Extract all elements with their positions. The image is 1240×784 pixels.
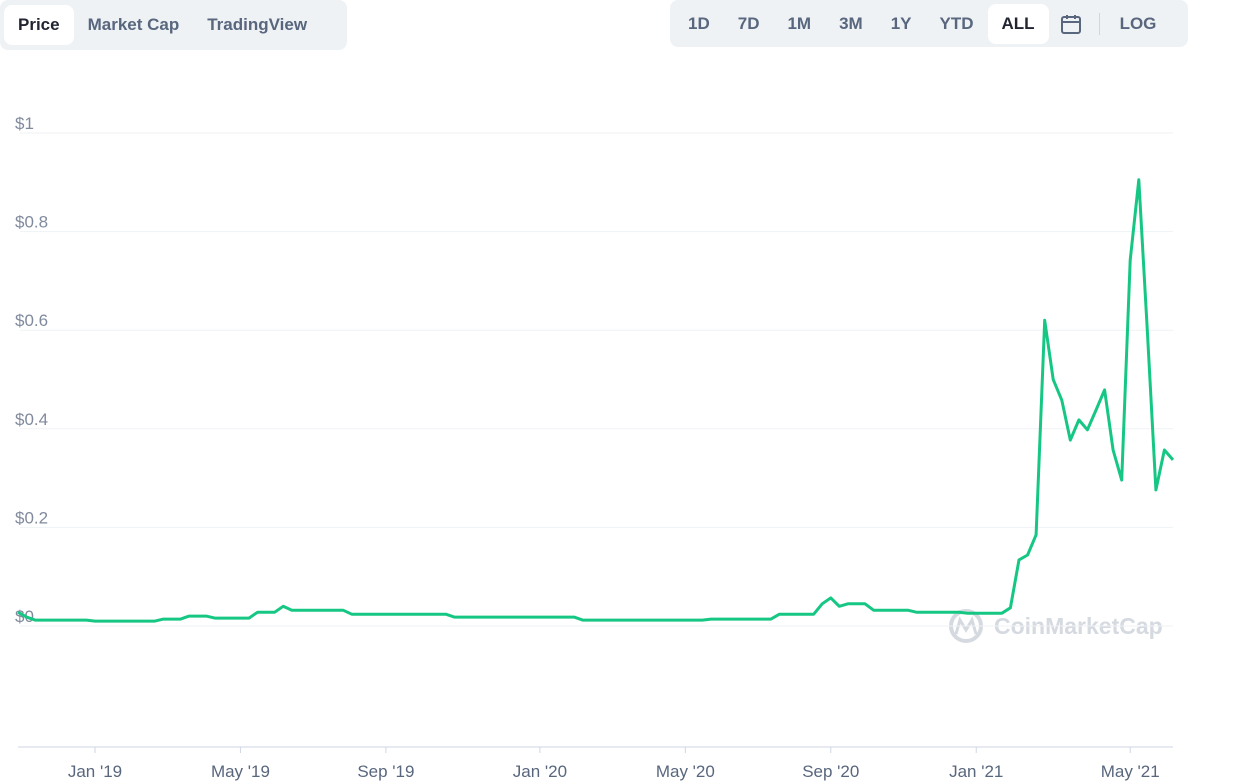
y-tick-label: $0.4 [15,410,48,429]
x-tick-label: Jan '21 [949,762,1003,781]
y-tick-label: $1 [15,114,34,133]
range-selector: 1D 7D 1M 3M 1Y YTD ALL LOG [670,0,1188,47]
x-tick-label: May '20 [656,762,715,781]
x-tick-label: Sep '19 [357,762,414,781]
x-tick-label: May '19 [211,762,270,781]
x-tick-label: May '21 [1101,762,1160,781]
tab-button[interactable]: TradingView [207,15,308,34]
log-button[interactable]: LOG [1119,13,1157,33]
x-tick-label: Sep '20 [802,762,859,781]
y-tick-label: $0.2 [15,508,48,527]
range-button[interactable]: 1M [787,13,812,33]
calendar-button[interactable] [1049,4,1093,44]
x-tick-label: Jan '20 [513,762,567,781]
separator [1098,12,1100,35]
range-button[interactable]: 3M [839,13,863,33]
range-button[interactable]: 7D [737,13,760,33]
x-tick-label: Jan '19 [68,762,122,781]
calendar-icon [1060,15,1081,35]
tab-button[interactable]: Market Cap [87,15,180,34]
range-button[interactable]: 1D [688,13,710,33]
chart-tabs: Price Market Cap TradingView [0,0,347,50]
price-line [17,178,1175,623]
range-button[interactable]: 1Y [890,13,912,33]
range-button[interactable]: ALL [987,3,1049,44]
y-tick-label: $0.6 [15,311,48,330]
y-tick-label: $0.8 [15,213,48,232]
range-button[interactable]: YTD [939,13,974,33]
tab-button[interactable]: Price [4,5,74,45]
